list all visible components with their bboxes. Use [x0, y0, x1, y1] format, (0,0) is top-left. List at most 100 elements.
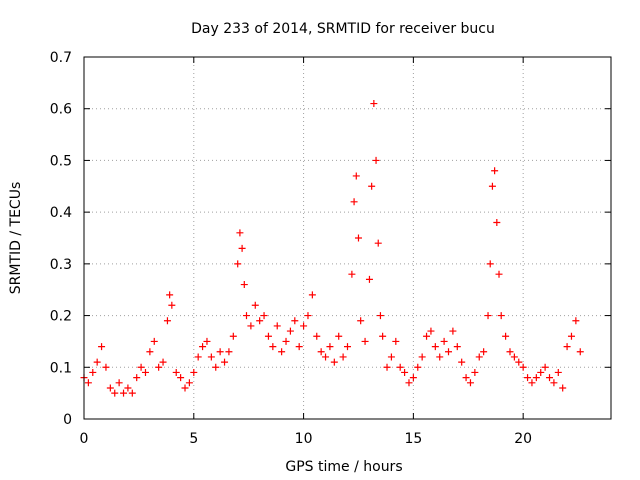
y-tick-label: 0.5: [50, 153, 72, 169]
data-point: [264, 332, 272, 340]
data-point: [115, 379, 123, 387]
data-point: [524, 374, 532, 382]
data-point: [339, 353, 347, 361]
data-points: [80, 100, 584, 397]
data-point: [295, 343, 303, 351]
data-point: [387, 353, 395, 361]
data-point: [546, 374, 554, 382]
data-point: [155, 363, 163, 371]
data-point: [300, 322, 308, 330]
data-point: [238, 244, 246, 252]
data-point: [322, 353, 330, 361]
data-point: [273, 322, 281, 330]
data-point: [401, 368, 409, 376]
data-point: [519, 363, 527, 371]
data-point: [102, 363, 110, 371]
data-point: [493, 218, 501, 226]
data-point: [354, 234, 362, 242]
data-point: [436, 353, 444, 361]
data-point: [563, 343, 571, 351]
data-point: [502, 332, 510, 340]
data-point: [370, 100, 378, 108]
data-point: [515, 358, 523, 366]
data-point: [282, 337, 290, 345]
data-point: [128, 389, 136, 397]
data-point: [374, 239, 382, 247]
data-point: [445, 348, 453, 356]
data-point: [269, 343, 277, 351]
y-tick-label: 0.1: [50, 360, 72, 376]
data-point: [396, 363, 404, 371]
y-tick-label: 0.2: [50, 309, 72, 325]
data-point: [141, 368, 149, 376]
data-point: [146, 348, 154, 356]
data-point: [229, 332, 237, 340]
data-point: [190, 368, 198, 376]
data-point: [484, 312, 492, 320]
data-point: [159, 358, 167, 366]
data-point: [256, 317, 264, 325]
data-point: [427, 327, 435, 335]
data-point: [383, 363, 391, 371]
data-point: [185, 379, 193, 387]
data-point: [177, 374, 185, 382]
data-point: [120, 389, 128, 397]
data-point: [471, 368, 479, 376]
data-point: [93, 358, 101, 366]
data-point: [510, 353, 518, 361]
data-point: [291, 317, 299, 325]
data-point: [221, 358, 229, 366]
data-point: [458, 358, 466, 366]
data-point: [506, 348, 514, 356]
data-point: [194, 353, 202, 361]
y-axis-label: SRMTID / TECUs: [8, 182, 24, 295]
data-point: [242, 312, 250, 320]
data-point: [462, 374, 470, 382]
data-point: [409, 374, 417, 382]
data-point: [236, 229, 244, 237]
data-point: [537, 368, 545, 376]
data-point: [528, 379, 536, 387]
data-point: [480, 348, 488, 356]
y-tick-label: 0.6: [50, 102, 72, 118]
data-point: [541, 363, 549, 371]
data-point: [344, 343, 351, 351]
data-point: [163, 317, 171, 325]
data-point: [317, 348, 325, 356]
data-point: [418, 353, 426, 361]
data-point: [576, 348, 584, 356]
data-point: [199, 343, 207, 351]
data-point: [150, 337, 158, 345]
data-point: [313, 332, 321, 340]
data-point: [251, 301, 259, 309]
chart-title: Day 233 of 2014, SRMTID for receiver buc…: [191, 21, 495, 37]
data-point: [137, 363, 145, 371]
data-point: [368, 182, 376, 190]
x-tick-label: 5: [189, 431, 198, 447]
data-point: [216, 348, 224, 356]
data-point: [532, 374, 540, 382]
data-point: [352, 172, 360, 180]
data-point: [308, 291, 316, 299]
data-point: [98, 343, 106, 351]
data-point: [559, 384, 567, 392]
data-point: [260, 312, 268, 320]
data-point: [207, 353, 215, 361]
data-point: [376, 312, 384, 320]
data-point: [475, 353, 483, 361]
data-point: [234, 260, 242, 268]
data-point: [278, 348, 286, 356]
data-point: [379, 332, 387, 340]
plot-frame: [83, 56, 612, 420]
x-tick-label: 10: [295, 431, 313, 447]
data-point: [414, 363, 422, 371]
data-point: [89, 368, 97, 376]
axis-ticks: 0 0.1 0.2 0.3 0.4 0.5 0.6 0.7 0 5 10 15 20: [50, 50, 611, 447]
data-point: [84, 379, 92, 387]
data-point: [350, 198, 358, 206]
y-tick-label: 0.7: [50, 50, 72, 66]
x-axis-label: GPS time / hours: [285, 459, 402, 475]
data-point: [203, 337, 211, 345]
data-point: [168, 301, 176, 309]
